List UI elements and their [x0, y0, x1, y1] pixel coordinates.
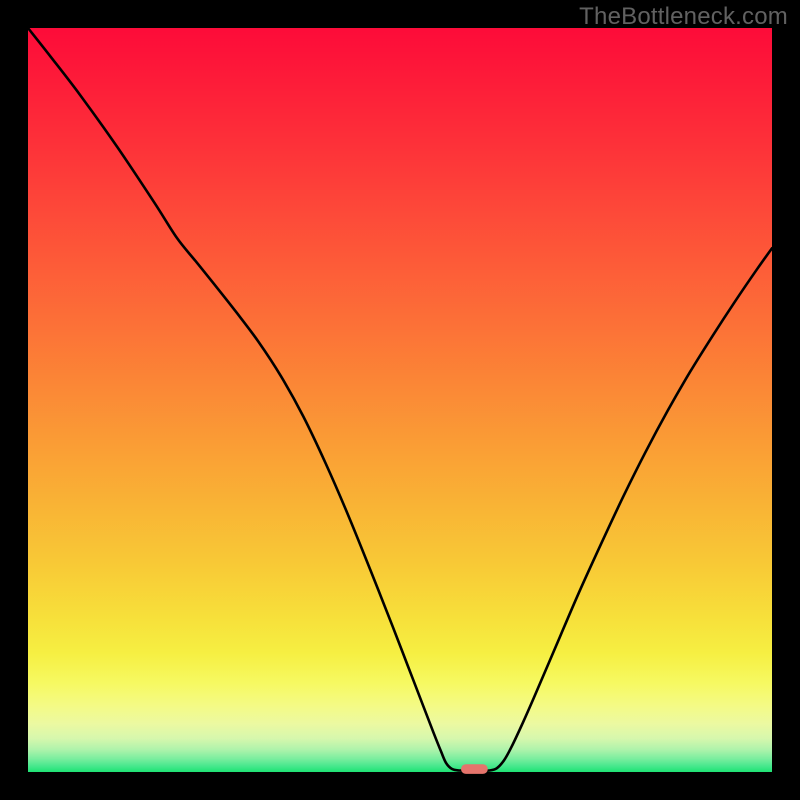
watermark-text: TheBottleneck.com [579, 3, 788, 31]
min-marker-pill [461, 764, 488, 774]
chart-svg [0, 0, 800, 800]
bottleneck-curve [28, 28, 772, 771]
chart-stage: TheBottleneck.com [0, 0, 800, 800]
